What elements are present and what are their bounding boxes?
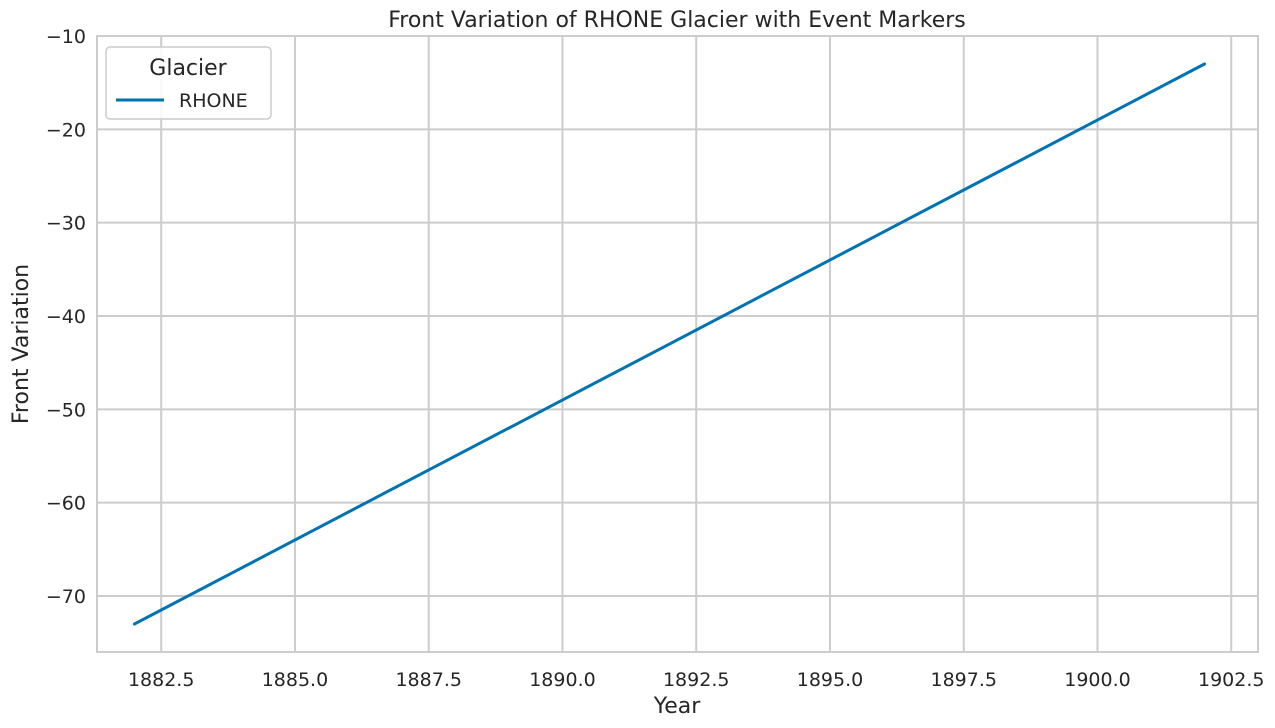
y-tick-label: −40 [46,306,86,328]
y-tick-labels: −70 −60 −50 −40 −30 −20 −10 [46,26,86,608]
x-tick-label: 1900.0 [1064,669,1130,691]
y-tick-label: −10 [46,26,86,48]
plot-frame [96,35,1259,653]
x-tick-label: 1882.5 [128,669,194,691]
series-line-rhone [132,62,1206,626]
x-tick-label: 1892.5 [663,669,729,691]
legend-title: Glacier [149,56,227,81]
chart-title: Front Variation of RHONE Glacier with Ev… [388,8,966,33]
x-tick-labels: 1882.5 1885.0 1887.5 1890.0 1892.5 1895.0 1897… [128,669,1265,691]
x-tick-label: 1887.5 [395,669,461,691]
x-tick-label: 1902.5 [1198,669,1264,691]
x-tick-label: 1890.0 [529,669,595,691]
x-grid [160,36,1233,652]
x-tick-label: 1885.0 [262,669,328,691]
series-layer [132,62,1206,626]
y-axis-label: Front Variation [9,264,34,424]
y-tick-label: −30 [46,213,86,235]
y-tick-label: −20 [46,119,86,141]
legend-label-rhone: RHONE [179,90,248,112]
y-tick-label: −60 [46,493,86,515]
x-tick-label: 1895.0 [797,669,863,691]
legend: Glacier RHONE [105,46,272,120]
y-tick-label: −70 [46,586,86,608]
x-tick-label: 1897.5 [930,669,996,691]
y-tick-label: −50 [46,399,86,421]
x-axis-label: Year [653,694,702,719]
